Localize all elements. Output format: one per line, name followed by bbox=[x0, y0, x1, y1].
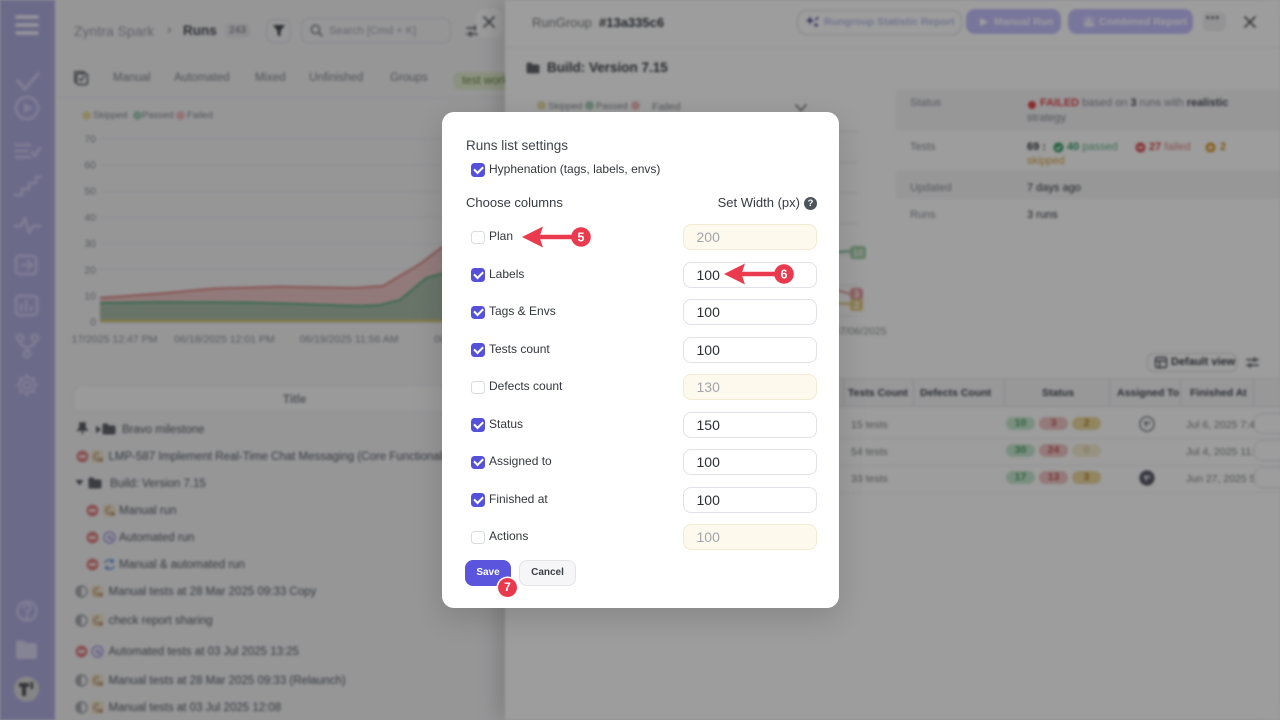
svg-text:10: 10 bbox=[853, 248, 864, 259]
svg-text:6: 6 bbox=[781, 268, 788, 282]
svg-text:10: 10 bbox=[84, 291, 96, 303]
svg-text:07/06/2025: 07/06/2025 bbox=[834, 326, 887, 338]
svg-text:2: 2 bbox=[854, 301, 860, 312]
svg-text:06/18/2025 12:01 PM: 06/18/2025 12:01 PM bbox=[174, 334, 274, 346]
svg-text:5: 5 bbox=[578, 231, 585, 245]
svg-text:06/19/2025 11:56 AM: 06/19/2025 11:56 AM bbox=[299, 334, 398, 346]
svg-text:17/2025 12:47 PM: 17/2025 12:47 PM bbox=[72, 334, 158, 346]
svg-text:70: 70 bbox=[84, 133, 96, 145]
svg-text:3: 3 bbox=[854, 290, 860, 301]
svg-text:30: 30 bbox=[84, 238, 96, 250]
svg-text:20: 20 bbox=[84, 264, 96, 276]
svg-text:0: 0 bbox=[90, 317, 96, 329]
svg-text:60: 60 bbox=[84, 160, 96, 172]
svg-text:40: 40 bbox=[84, 212, 96, 224]
svg-text:50: 50 bbox=[84, 186, 96, 198]
